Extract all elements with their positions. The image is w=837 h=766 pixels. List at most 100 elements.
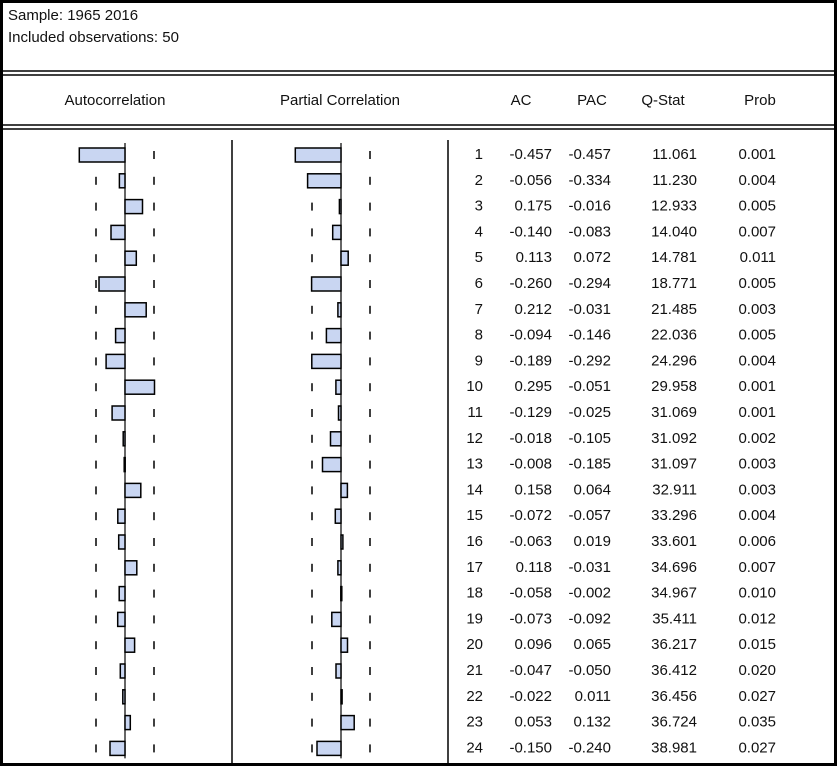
ac-value: -0.047	[509, 662, 552, 679]
lag: 10	[466, 378, 483, 395]
ac-value: 0.053	[514, 714, 552, 731]
lag: 11	[467, 404, 483, 421]
ac-bar	[116, 611, 126, 628]
pac-bar	[340, 585, 343, 602]
pac-bar	[331, 611, 342, 628]
column-header: Q-Stat	[641, 92, 685, 109]
prob: 0.006	[738, 533, 776, 550]
ac-bar	[123, 456, 126, 473]
pac-value: 0.011	[575, 688, 611, 705]
pac-bar	[316, 740, 342, 757]
ac-bar	[118, 173, 126, 189]
pac-value: -0.292	[568, 352, 611, 369]
ac-value: -0.058	[509, 585, 552, 602]
lag: 22	[466, 688, 483, 705]
lag: 2	[475, 172, 483, 189]
q-stat: 31.097	[651, 456, 697, 473]
lag: 20	[466, 636, 483, 653]
prob: 0.004	[738, 172, 776, 189]
lag: 4	[475, 223, 483, 240]
q-stat: 36.724	[651, 714, 697, 731]
pac-value: -0.294	[568, 275, 611, 292]
prob: 0.001	[738, 146, 776, 163]
q-stat: 22.036	[651, 327, 697, 344]
prob: 0.007	[738, 559, 776, 576]
prob: 0.035	[738, 714, 776, 731]
q-stat: 21.485	[651, 301, 697, 318]
prob: 0.002	[738, 430, 776, 447]
pac-bar	[321, 456, 342, 473]
lag: 23	[466, 714, 483, 731]
q-stat: 33.601	[651, 533, 697, 550]
ac-bar	[118, 585, 126, 602]
pac-bar	[325, 327, 342, 344]
lag: 3	[475, 198, 483, 215]
pac-value: -0.105	[568, 430, 611, 447]
q-stat: 18.771	[651, 275, 697, 292]
q-stat: 32.911	[652, 481, 697, 498]
sample-label: Sample: 1965 2016	[8, 7, 138, 24]
prob: 0.005	[738, 275, 776, 292]
pac-value: 0.019	[573, 533, 611, 550]
pac-bar	[340, 534, 344, 550]
pac-value: -0.057	[568, 507, 611, 524]
ac-bar	[98, 276, 126, 292]
column-header: Partial Correlation	[280, 92, 400, 109]
pac-value: -0.185	[568, 456, 611, 473]
ac-bar	[124, 250, 138, 266]
prob: 0.005	[738, 198, 776, 215]
pac-bar	[340, 637, 349, 653]
pac-value: -0.002	[568, 585, 611, 602]
pac-value: -0.240	[568, 739, 611, 756]
pac-bar	[337, 560, 342, 576]
lag: 7	[475, 301, 483, 318]
lag: 14	[466, 481, 483, 498]
pac-bar	[335, 379, 342, 395]
pac-value: 0.132	[573, 714, 611, 731]
pac-bar	[329, 431, 342, 447]
q-stat: 11.230	[652, 172, 697, 189]
q-stat: 24.296	[651, 352, 697, 369]
pac-bar	[306, 173, 342, 189]
q-stat: 12.933	[651, 198, 697, 215]
ac-value: 0.295	[514, 378, 552, 395]
ac-value: -0.189	[509, 352, 552, 369]
pac-value: -0.051	[568, 378, 611, 395]
lag: 12	[466, 430, 483, 447]
q-stat: 31.069	[651, 404, 697, 421]
pac-value: 0.064	[573, 481, 611, 498]
q-stat: 34.696	[651, 559, 697, 576]
pac-value: -0.457	[568, 146, 611, 163]
q-stat: 14.781	[651, 249, 697, 266]
ac-bar	[124, 714, 132, 731]
lag: 8	[475, 327, 483, 344]
ac-value: -0.457	[509, 146, 552, 163]
ac-bar	[122, 689, 126, 705]
ac-value: -0.129	[509, 404, 552, 421]
prob: 0.003	[738, 456, 776, 473]
prob: 0.011	[740, 249, 776, 266]
ac-bar	[110, 224, 126, 241]
prob: 0.004	[738, 352, 776, 369]
q-stat: 36.412	[651, 662, 697, 679]
ac-value: -0.140	[509, 223, 552, 240]
ac-bar	[124, 198, 144, 215]
ac-value: 0.158	[514, 481, 552, 498]
ac-value: -0.056	[509, 172, 552, 189]
pac-bar	[340, 714, 355, 731]
pac-bar	[335, 663, 342, 679]
lag: 9	[475, 352, 483, 369]
lag: 13	[466, 456, 483, 473]
ac-bar	[124, 379, 156, 395]
pac-value: -0.334	[568, 172, 611, 189]
pac-bar	[334, 508, 342, 524]
lag: 6	[475, 275, 483, 292]
lag: 17	[466, 559, 483, 576]
prob: 0.027	[738, 688, 776, 705]
q-stat: 35.411	[652, 610, 697, 627]
column-header: PAC	[577, 92, 607, 109]
ac-bar	[124, 482, 142, 499]
pac-bar	[338, 198, 342, 215]
lag: 16	[466, 533, 483, 550]
pac-bar	[337, 302, 342, 318]
